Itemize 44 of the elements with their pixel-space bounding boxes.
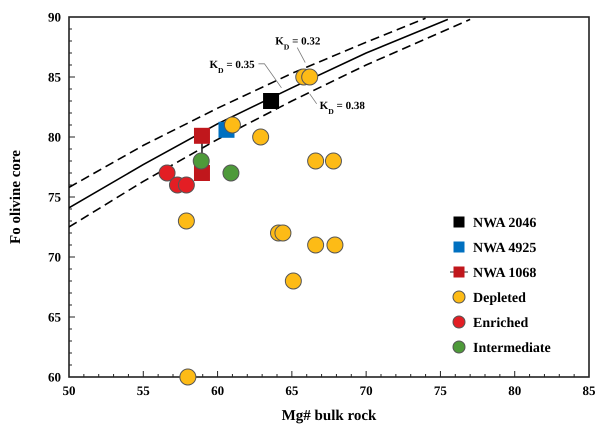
point (179, 368, 196, 386)
x-tick-label: 75 (434, 383, 448, 398)
point (301, 68, 318, 86)
y-tick-label: 85 (48, 70, 62, 84)
x-tick-label: 80 (508, 383, 522, 398)
line-series (69, 17, 426, 188)
y-tick-label: 75 (48, 190, 62, 204)
legend-label: Intermediate (473, 341, 551, 356)
point (307, 152, 324, 170)
x-axis-title: Mg# bulk rock (282, 408, 378, 424)
annotation: K$_{D}$ = 0.32 (275, 36, 321, 52)
point (192, 152, 210, 170)
point (158, 164, 176, 182)
y-tick-label: 70 (48, 250, 61, 264)
point (263, 93, 280, 109)
annotation: K$_{D}$ = 0.35 (209, 58, 256, 74)
y-tick-label: 60 (48, 370, 61, 384)
point (222, 164, 240, 182)
legend-label: NWA 1068 (473, 266, 536, 281)
y-tick-label: 80 (48, 130, 61, 144)
point (307, 236, 324, 254)
annotation: K$_{D}$ = 0.38 (320, 100, 366, 116)
x-tick-label: 65 (285, 383, 299, 398)
x-tick-label: 85 (582, 383, 596, 398)
legend-label: Enriched (473, 316, 528, 331)
x-tick-label: 70 (360, 383, 373, 398)
point (224, 116, 241, 134)
y-tick-label: 90 (48, 10, 61, 24)
point (252, 128, 270, 146)
point (178, 212, 195, 230)
x-tick-label: 60 (211, 383, 224, 398)
y-tick-label: 65 (48, 310, 62, 324)
point (284, 272, 302, 290)
point (324, 152, 342, 170)
point (178, 176, 195, 194)
y-axis-title: Fo olivine core (8, 150, 24, 244)
legend-label: Depleted (473, 291, 526, 306)
x-tick-label: 50 (62, 383, 76, 398)
point (326, 236, 344, 254)
legend-label: NWA 2046 (473, 216, 536, 231)
point (274, 224, 292, 242)
point (194, 128, 210, 144)
x-tick-label: 55 (136, 383, 150, 398)
legend-label: NWA 4925 (473, 241, 536, 256)
